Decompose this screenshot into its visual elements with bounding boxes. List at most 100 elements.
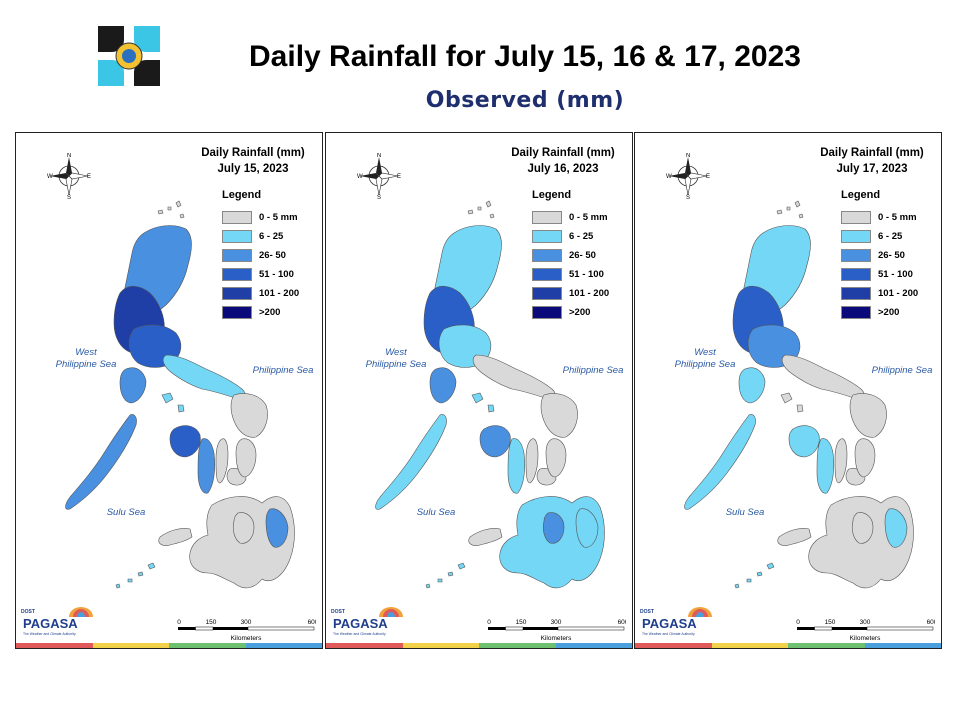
region-samar bbox=[230, 393, 268, 438]
legend-item: 26- 50 bbox=[841, 249, 941, 263]
sea-label-sulu: Sulu Sea bbox=[725, 507, 765, 518]
legend-title: Legend bbox=[532, 189, 572, 201]
sea-label-east: Philippine Sea bbox=[252, 365, 314, 376]
region-palawan bbox=[684, 414, 756, 510]
region-babuyan bbox=[157, 206, 172, 215]
legend-swatch bbox=[222, 249, 252, 262]
legend-item: 6 - 25 bbox=[532, 230, 632, 244]
sea-label-west: West Philippine Sea bbox=[365, 347, 427, 370]
legend-item: >200 bbox=[532, 306, 632, 320]
map-panel-july-16: N S E W Daily Rainfall (mm) July 16, 2023 Lege… bbox=[325, 132, 633, 649]
legend-item: 0 - 5 mm bbox=[841, 211, 941, 225]
legend-swatch bbox=[841, 287, 871, 300]
region-central-mindanao-core bbox=[851, 512, 874, 544]
legend-item: 6 - 25 bbox=[222, 230, 322, 244]
region-palawan bbox=[65, 414, 137, 510]
compass-n: N bbox=[686, 153, 690, 159]
region-panay bbox=[479, 425, 511, 458]
legend-item: 0 - 5 mm bbox=[532, 211, 632, 225]
region-negros bbox=[816, 438, 835, 494]
region-cebu bbox=[215, 438, 229, 484]
map-panel-july-15: N S E W Daily Rainfall (mm) July 15, 2023 Lege… bbox=[15, 132, 323, 649]
legend-label: 26- 50 bbox=[569, 250, 596, 261]
legend-swatch bbox=[841, 249, 871, 262]
map-panel-july-17: N S E W Daily Rainfall (mm) July 17, 2023 Lege… bbox=[634, 132, 942, 649]
compass-w: W bbox=[357, 174, 363, 180]
legend-item: 0 - 5 mm bbox=[222, 211, 322, 225]
legend-label: 0 - 5 mm bbox=[569, 212, 608, 223]
legend-swatch bbox=[222, 306, 252, 319]
legend-item: 26- 50 bbox=[532, 249, 632, 263]
region-palawan bbox=[375, 414, 447, 510]
legend-swatch bbox=[532, 268, 562, 281]
region-east-mindanao-band bbox=[575, 508, 599, 548]
legend-item: 51 - 100 bbox=[222, 268, 322, 282]
region-marinduque-romblon bbox=[780, 392, 804, 413]
compass-e: E bbox=[87, 174, 91, 180]
region-sulu-archipelago bbox=[425, 562, 466, 589]
scale-tick: 600 bbox=[308, 619, 316, 626]
compass-w: W bbox=[47, 174, 53, 180]
region-cebu bbox=[834, 438, 848, 484]
scale-unit: Kilometers bbox=[850, 635, 881, 642]
legend-swatch bbox=[222, 268, 252, 281]
region-zamboanga bbox=[777, 528, 812, 546]
panel-title: Daily Rainfall (mm) July 17, 2023 bbox=[807, 145, 937, 177]
legend-label: 51 - 100 bbox=[569, 269, 604, 280]
agency-top: DOST bbox=[331, 609, 345, 615]
legend-label: 6 - 25 bbox=[878, 231, 903, 242]
region-panay bbox=[788, 425, 820, 458]
legend-label: 26- 50 bbox=[878, 250, 905, 261]
legend-label: 6 - 25 bbox=[259, 231, 284, 242]
legend-swatch bbox=[841, 306, 871, 319]
legend-item: 6 - 25 bbox=[841, 230, 941, 244]
region-negros bbox=[197, 438, 216, 494]
sea-label-west: West Philippine Sea bbox=[674, 347, 736, 370]
compass-e: E bbox=[706, 174, 710, 180]
panel-title-heading: Daily Rainfall (mm) bbox=[511, 147, 615, 159]
sea-label-sulu: Sulu Sea bbox=[106, 507, 146, 518]
legend-swatch bbox=[532, 306, 562, 319]
region-cebu bbox=[525, 438, 539, 484]
agency-name: PAGASA bbox=[333, 616, 388, 631]
compass-s: S bbox=[67, 195, 71, 199]
region-batanes bbox=[175, 200, 185, 219]
agency-tagline: The Weather and Climate Authority bbox=[333, 632, 386, 636]
dost-logo bbox=[96, 24, 162, 88]
region-mindoro bbox=[119, 367, 147, 404]
panel-title-heading: Daily Rainfall (mm) bbox=[201, 147, 305, 159]
region-zamboanga bbox=[468, 528, 503, 546]
panel-title-date: July 17, 2023 bbox=[836, 163, 908, 175]
legend-label: 101 - 200 bbox=[878, 288, 919, 299]
legend-title: Legend bbox=[222, 189, 262, 201]
region-mindoro bbox=[738, 367, 766, 404]
legend-swatch bbox=[222, 211, 252, 224]
region-panay bbox=[169, 425, 201, 458]
scale-tick: 600 bbox=[927, 619, 935, 626]
region-sulu-archipelago bbox=[115, 562, 156, 589]
page-subtitle: Observed (mm) bbox=[425, 88, 625, 113]
region-batanes bbox=[485, 200, 495, 219]
panel-title-heading: Daily Rainfall (mm) bbox=[820, 147, 924, 159]
sea-label-west: West Philippine Sea bbox=[55, 347, 117, 370]
legend-swatch bbox=[532, 287, 562, 300]
pagasa-logo: DOST PAGASA The Weather and Climate Author… bbox=[638, 603, 726, 639]
compass-rose-icon: N S E W bbox=[46, 153, 92, 201]
panel-title: Daily Rainfall (mm) July 16, 2023 bbox=[498, 145, 628, 177]
compass-s: S bbox=[686, 195, 690, 199]
legend-label: 51 - 100 bbox=[259, 269, 294, 280]
sea-label-east: Philippine Sea bbox=[562, 365, 624, 376]
compass-rose-icon: N S E W bbox=[356, 153, 402, 201]
legend-item: 51 - 100 bbox=[841, 268, 941, 282]
region-central-mindanao-core bbox=[232, 512, 255, 544]
compass-n: N bbox=[377, 153, 381, 159]
legend-swatch bbox=[841, 268, 871, 281]
legend-swatch bbox=[532, 249, 562, 262]
legend-label: >200 bbox=[569, 307, 591, 318]
scale-bar: 0 150 300 600 Kilometers bbox=[176, 617, 319, 647]
scale-tick: 300 bbox=[551, 619, 562, 626]
scale-tick: 300 bbox=[241, 619, 252, 626]
scale-tick: 600 bbox=[618, 619, 626, 626]
scale-tick: 150 bbox=[825, 619, 836, 626]
region-marinduque-romblon bbox=[471, 392, 495, 413]
